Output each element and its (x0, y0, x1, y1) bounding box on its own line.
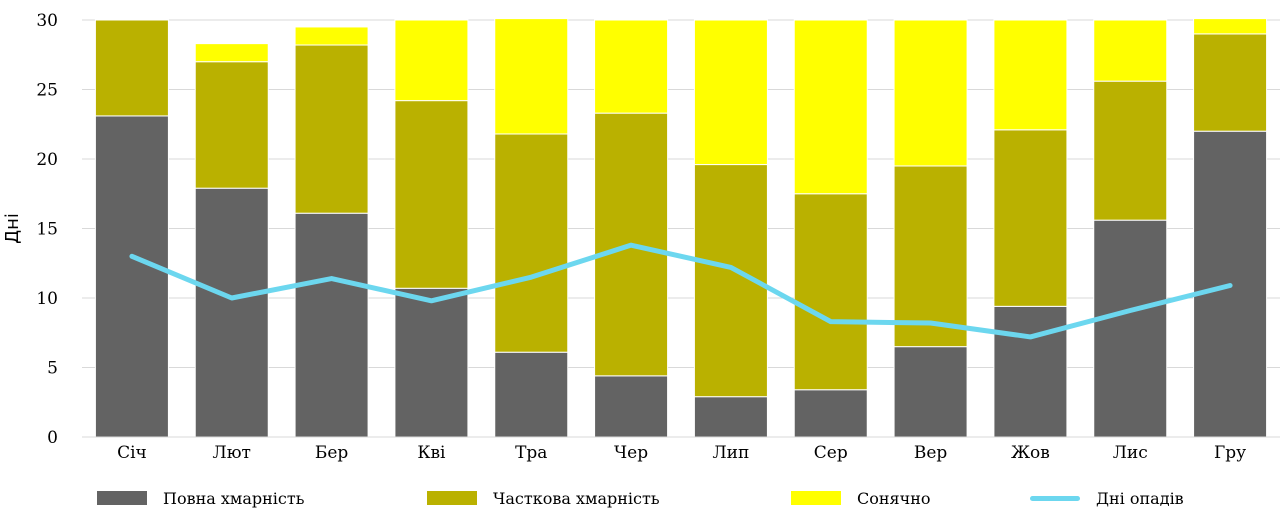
legend-label-rain: Дні опадів (1096, 488, 1184, 508)
legend-label-sunny: Сонячно (857, 488, 931, 508)
bar-partly-cloudy (394, 100, 469, 289)
bar-overcast (893, 346, 968, 438)
legend: Повна хмарність Часткова хмарність Соняч… (0, 484, 1285, 512)
x-tick-labels: Січ Лют Бер Кві Тра Чер Лип Сер Вер Жов Лис Гру (117, 443, 1246, 463)
bar-partly-cloudy (793, 193, 868, 391)
y-tick-label: 5 (47, 359, 58, 379)
bar-sunny (394, 19, 469, 102)
legend-item-sunny: Сонячно (791, 484, 931, 512)
bar-overcast (594, 375, 669, 438)
x-tick-label: Кві (417, 443, 446, 463)
rain-days-series (129, 242, 1233, 340)
x-tick-label: Гру (1214, 443, 1246, 463)
legend-label-partly: Часткова хмарність (493, 488, 660, 508)
bar-overcast (194, 187, 269, 438)
x-tick-label: Січ (117, 443, 147, 463)
bar-sunny (693, 19, 768, 166)
bar-sunny (993, 19, 1068, 131)
legend-swatch-partly (427, 491, 477, 505)
bar-partly-cloudy (1193, 33, 1268, 132)
legend-swatch-sunny (791, 491, 841, 505)
y-tick-label: 15 (36, 220, 58, 240)
y-tick-label: 0 (47, 428, 58, 448)
bar-partly-cloudy (194, 61, 269, 189)
y-tick-label: 25 (36, 81, 58, 101)
bar-sunny (494, 18, 569, 135)
bar-overcast (993, 305, 1068, 438)
bar-overcast (494, 351, 569, 438)
bar-overcast (793, 389, 868, 438)
bar-sunny (594, 19, 669, 114)
legend-item-overcast: Повна хмарність (97, 484, 304, 512)
bar-overcast (294, 212, 369, 438)
bar-overcast (693, 396, 768, 438)
x-tick-label: Сер (814, 443, 848, 463)
bar-partly-cloudy (594, 112, 669, 377)
bar-sunny (1093, 19, 1168, 82)
bar-sunny (1193, 18, 1268, 35)
bar-sunny (294, 26, 369, 46)
y-tick-labels: 0 5 10 15 20 25 30 (36, 11, 58, 448)
bar-partly-cloudy (494, 133, 569, 353)
y-axis-label: Дні (2, 213, 23, 244)
x-tick-label: Вер (914, 443, 948, 463)
y-tick-label: 30 (36, 11, 58, 31)
x-tick-label: Тра (515, 443, 547, 463)
legend-item-rain: Дні опадів (1030, 484, 1184, 512)
bar-sunny (893, 19, 968, 167)
gridlines (82, 19, 1280, 368)
bar-overcast (394, 287, 469, 438)
y-tick-label: 20 (36, 150, 58, 170)
legend-item-partly: Часткова хмарність (427, 484, 660, 512)
bar-partly-cloudy (1093, 80, 1168, 221)
bar-partly-cloudy (993, 129, 1068, 307)
y-tick-label: 10 (36, 289, 58, 309)
x-tick-label: Жов (1011, 443, 1050, 463)
legend-swatch-overcast (97, 491, 147, 505)
bar-sunny (194, 43, 269, 63)
rain-days-line (129, 242, 1233, 340)
bar-sunny (793, 19, 868, 195)
legend-label-overcast: Повна хмарність (163, 488, 305, 508)
bar-partly-cloudy (294, 44, 369, 214)
bars (94, 18, 1268, 438)
x-tick-label: Лип (712, 443, 749, 463)
bar-overcast (1093, 219, 1168, 438)
bar-partly-cloudy (893, 165, 968, 348)
x-tick-label: Бер (315, 443, 349, 463)
x-tick-label: Лют (213, 443, 251, 463)
x-tick-label: Лис (1113, 443, 1148, 463)
bar-partly-cloudy (94, 19, 169, 117)
x-tick-label: Чер (614, 443, 648, 463)
legend-swatch-rain (1030, 495, 1080, 501)
bar-overcast (94, 115, 169, 438)
